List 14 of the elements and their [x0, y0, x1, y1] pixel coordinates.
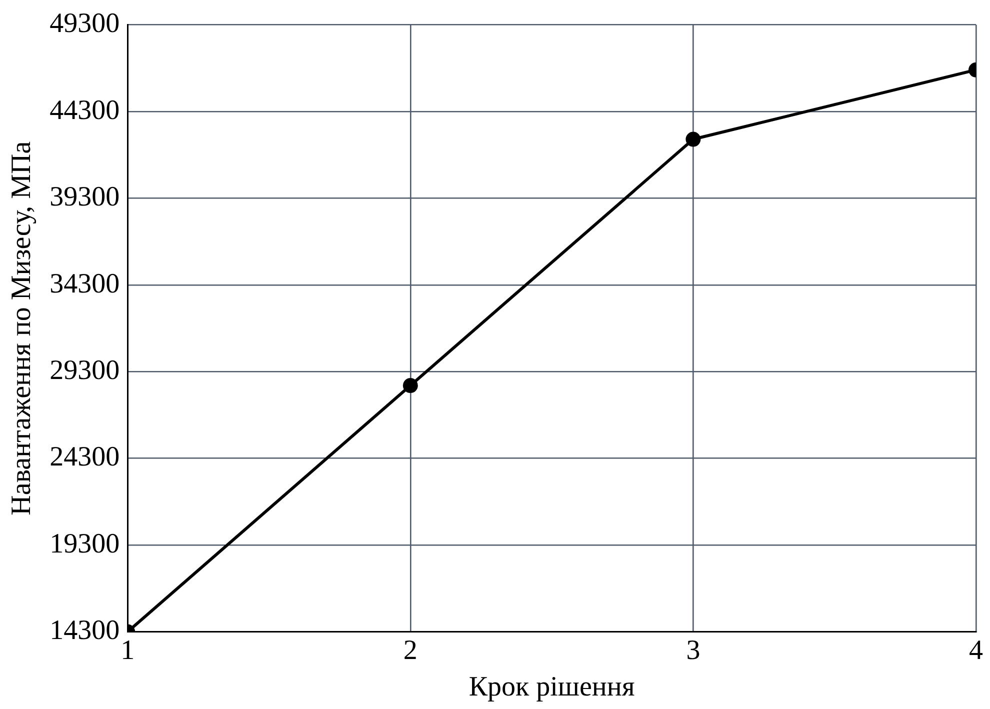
y-tick-label: 14300	[50, 615, 120, 646]
y-axis-title: Навантаження по Мизесу, МПа	[6, 140, 38, 516]
y-tick-label: 34300	[50, 268, 120, 300]
y-tick-label: 44300	[50, 94, 120, 126]
y-tick-label: 19300	[50, 528, 120, 560]
x-axis-title: Крок рішення	[468, 672, 635, 703]
y-tick-label: 49300	[50, 8, 120, 40]
x-tick-label: 4	[969, 634, 983, 666]
y-tick-label: 39300	[50, 182, 120, 213]
x-tick-label: 2	[403, 634, 418, 666]
x-tick-label: 3	[686, 634, 700, 666]
y-tick-label: 29300	[50, 355, 120, 386]
x-tick-label: 1	[120, 634, 135, 666]
y-tick-label: 24300	[50, 442, 120, 473]
